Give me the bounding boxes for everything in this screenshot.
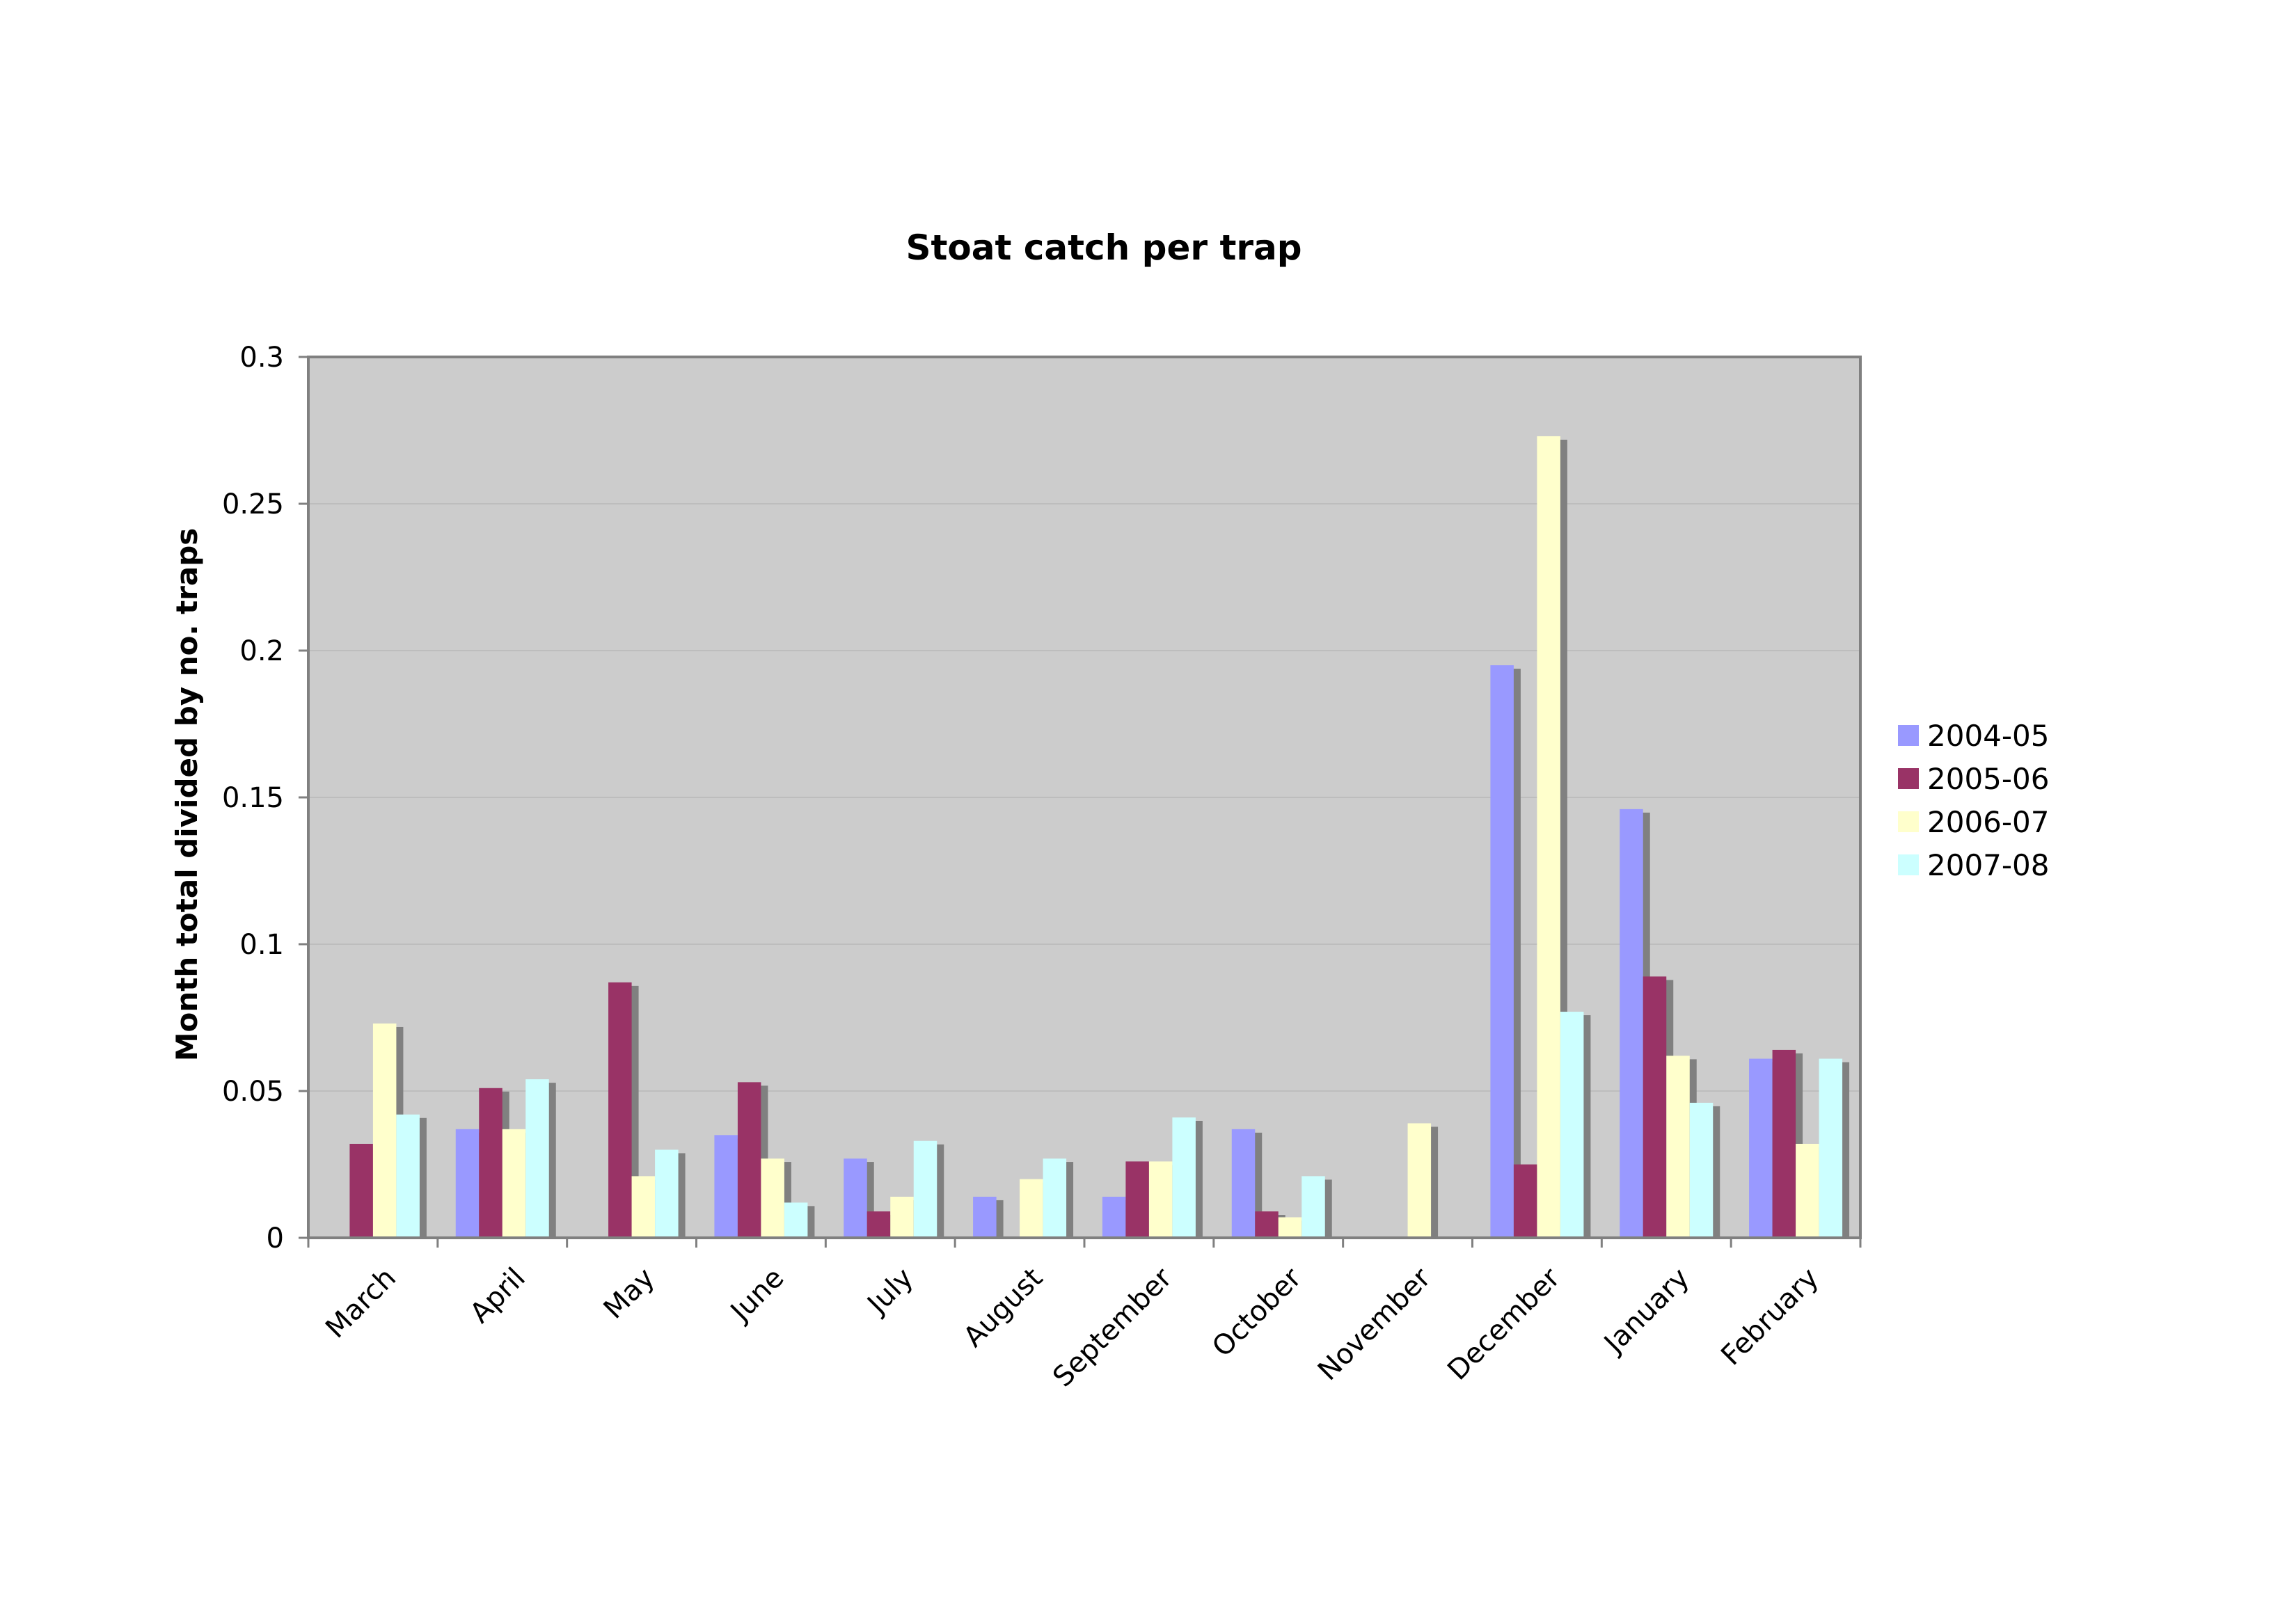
legend-swatch [1898,768,1919,789]
bar-2006-07-September [1148,1161,1173,1238]
x-tick-label: September [1047,1261,1178,1393]
legend-label: 2005-06 [1927,762,2050,796]
plot-area: 0 0.05 0.1 0.15 0.2 0.25 0.3 March April May June J… [222,342,1862,1393]
y-tick-label: 0.2 [239,635,284,667]
bar-2007-08-December [1560,1012,1584,1238]
x-tick-label: November [1312,1261,1437,1387]
bar-2007-08-August [1043,1159,1067,1238]
legend: 2004-05 2005-06 2006-07 2007-08 [1898,719,2050,882]
bar-2007-08-September [1172,1117,1196,1238]
legend-label: 2004-05 [1927,719,2050,753]
legend-swatch [1898,854,1919,875]
legend-swatch [1898,811,1919,832]
bar-2005-06-May [608,982,632,1238]
bar-2006-07-May [631,1176,656,1238]
bar-2006-07-November [1407,1123,1432,1238]
y-tick-label: 0.3 [239,342,284,374]
bar-2007-08-May [655,1149,679,1238]
chart-title: Stoat catch per trap [905,228,1301,268]
legend-label: 2006-07 [1927,805,2050,839]
x-tick-label: July [860,1262,920,1322]
bar-2007-08-October [1301,1176,1325,1238]
bar-2006-07-July [890,1196,914,1238]
bar-2004-05-February [1749,1058,1773,1238]
bar-2006-07-October [1278,1217,1302,1238]
x-tick-label: January [1597,1262,1695,1361]
bar-2004-05-June [714,1135,738,1238]
bar-2005-06-January [1643,976,1667,1238]
bar-2006-07-January [1666,1056,1690,1238]
y-tick-label: 0 [267,1223,284,1255]
x-tick-label: August [958,1262,1050,1354]
bar-2004-05-July [844,1159,867,1238]
legend-label: 2007-08 [1927,848,2050,882]
bar-2006-07-April [502,1129,526,1238]
bar-2007-08-June [784,1202,808,1238]
bar-2006-07-June [761,1159,784,1238]
bar-2005-06-July [867,1211,891,1238]
bar-2004-05-January [1620,809,1643,1238]
x-tick-label: May [598,1262,661,1326]
bar-2006-07-December [1537,436,1560,1239]
bar-2004-05-December [1490,665,1514,1238]
legend-swatch [1898,725,1919,746]
bar-2005-06-September [1125,1161,1149,1238]
bar-2007-08-January [1689,1102,1714,1238]
x-tick-label: March [319,1262,402,1345]
x-tick-label: October [1206,1261,1308,1363]
bar-2004-05-April [455,1129,480,1238]
bar-2007-08-March [396,1114,420,1238]
bar-2007-08-February [1819,1058,1843,1238]
bar-2006-07-March [372,1023,397,1238]
bar-2005-06-June [737,1082,761,1238]
bar-2005-06-October [1255,1211,1279,1238]
y-axis-label: Month total divided by no. traps [170,528,204,1062]
bar-2007-08-July [913,1140,937,1238]
x-tick-label: December [1441,1261,1567,1387]
bar-2004-05-September [1102,1196,1126,1238]
bar-2006-07-February [1796,1143,1819,1238]
y-tick-label: 0.15 [222,782,284,814]
x-tick-label: April [464,1262,532,1330]
bar-2006-07-August [1020,1179,1043,1238]
bar-2007-08-April [525,1079,549,1238]
bar-2005-06-March [349,1143,373,1238]
bar-2004-05-August [973,1196,997,1238]
x-tick-label: June [723,1262,790,1329]
bar-2005-06-April [479,1088,503,1238]
y-tick-label: 0.05 [222,1076,284,1108]
bar-2005-06-December [1513,1164,1537,1238]
y-tick-label: 0.25 [222,488,284,520]
y-tick-label: 0.1 [239,929,284,961]
bar-2005-06-February [1772,1049,1796,1238]
bar-2004-05-October [1231,1129,1256,1238]
x-tick-label: February [1715,1262,1825,1372]
